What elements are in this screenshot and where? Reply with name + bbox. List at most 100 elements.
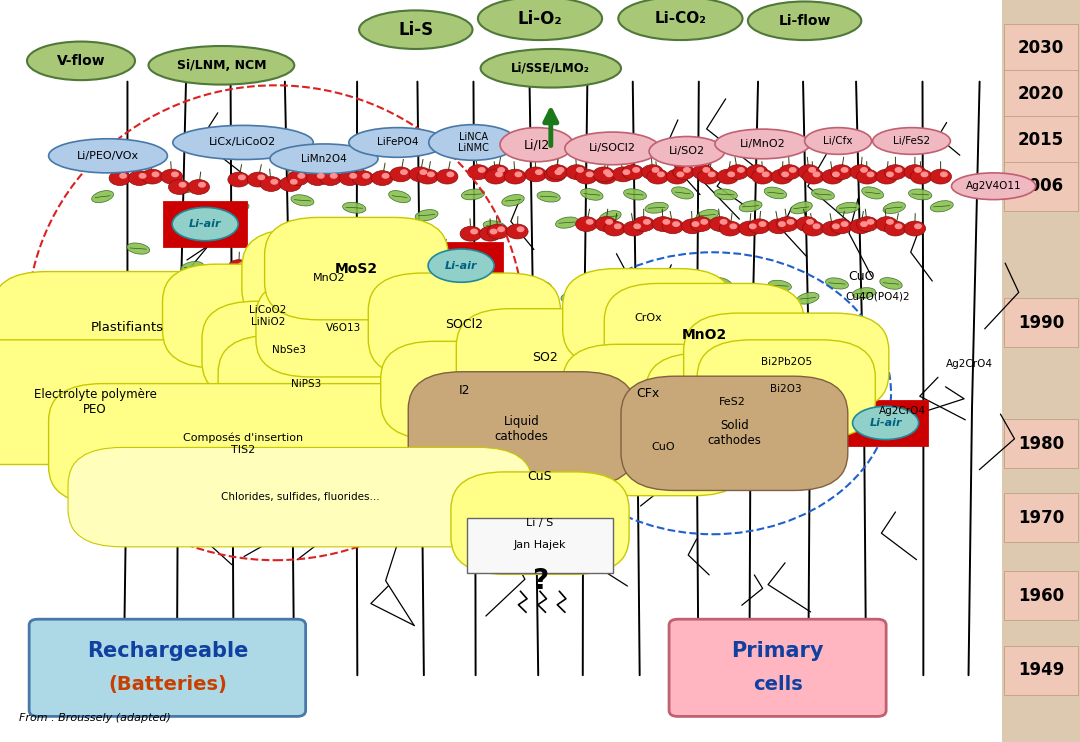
FancyBboxPatch shape [563,344,733,442]
Circle shape [622,165,644,180]
Circle shape [876,217,897,232]
Circle shape [577,168,583,172]
Text: 2006: 2006 [1018,177,1064,195]
Circle shape [802,169,824,184]
Text: LiMn2O4: LiMn2O4 [301,154,347,164]
Circle shape [752,169,773,184]
Text: Li-flow: Li-flow [779,14,831,27]
Ellipse shape [623,188,647,200]
FancyBboxPatch shape [1004,70,1078,119]
Circle shape [633,217,654,232]
Circle shape [228,172,249,187]
Circle shape [698,169,719,184]
Circle shape [345,251,366,266]
Text: Li/SO2: Li/SO2 [669,146,705,157]
Circle shape [417,257,423,261]
Circle shape [480,226,501,241]
Circle shape [941,172,947,177]
Circle shape [566,165,588,180]
Circle shape [258,175,265,180]
Circle shape [623,170,630,174]
Circle shape [555,170,562,174]
Ellipse shape [461,189,485,200]
Circle shape [498,168,504,172]
Text: LiCx/LiCoO2: LiCx/LiCoO2 [210,137,276,148]
Circle shape [887,220,893,224]
Circle shape [861,222,867,226]
Ellipse shape [437,246,459,258]
Text: Solid
cathodes: Solid cathodes [707,419,761,447]
Circle shape [727,165,748,180]
Circle shape [777,217,798,232]
FancyBboxPatch shape [845,401,927,445]
Circle shape [746,165,768,180]
Ellipse shape [500,128,573,162]
Circle shape [428,172,434,177]
Text: Li/I2: Li/I2 [524,138,550,151]
Ellipse shape [148,46,294,85]
Circle shape [260,177,282,191]
Circle shape [172,172,178,177]
Ellipse shape [342,203,366,213]
Circle shape [701,220,707,224]
Circle shape [690,217,712,232]
Circle shape [831,165,852,180]
Circle shape [239,175,245,180]
Ellipse shape [555,217,579,229]
Ellipse shape [852,407,919,439]
FancyBboxPatch shape [380,341,548,439]
Circle shape [813,172,820,177]
Circle shape [228,260,249,275]
Circle shape [496,172,502,177]
Circle shape [861,168,867,172]
Circle shape [239,263,245,267]
Text: MnO2: MnO2 [681,329,727,342]
Text: ?: ? [532,567,548,595]
FancyBboxPatch shape [265,217,448,320]
Circle shape [336,254,342,258]
Ellipse shape [194,266,341,327]
Ellipse shape [649,137,725,166]
Ellipse shape [594,278,616,289]
Ellipse shape [171,181,192,193]
Text: CuO: CuO [849,269,875,283]
Circle shape [417,169,438,184]
Ellipse shape [429,125,517,160]
Text: Li-air: Li-air [445,260,477,271]
Circle shape [757,168,764,172]
Ellipse shape [599,211,621,223]
Circle shape [287,254,309,269]
Circle shape [258,256,280,271]
Circle shape [320,171,341,186]
Circle shape [684,168,690,172]
Circle shape [363,174,369,178]
Circle shape [841,168,848,172]
Circle shape [161,169,183,184]
Circle shape [730,224,737,229]
Circle shape [833,172,839,177]
Circle shape [813,224,820,229]
Ellipse shape [415,209,438,221]
FancyBboxPatch shape [420,243,502,288]
Circle shape [325,251,347,266]
Circle shape [247,172,269,187]
Circle shape [822,221,843,236]
Circle shape [498,227,504,232]
Circle shape [372,171,393,186]
Circle shape [652,217,674,232]
Text: CrOx: CrOx [634,312,662,323]
Circle shape [350,174,356,178]
Circle shape [447,172,454,177]
FancyBboxPatch shape [1004,162,1078,211]
Ellipse shape [469,285,492,297]
Ellipse shape [715,129,810,159]
Ellipse shape [92,191,113,203]
Text: Li/PEO/VOx: Li/PEO/VOx [77,151,139,161]
Circle shape [677,172,684,177]
Circle shape [179,183,186,187]
Ellipse shape [652,280,676,292]
Ellipse shape [672,187,693,199]
Circle shape [885,221,906,236]
Circle shape [739,221,760,236]
Circle shape [278,256,299,271]
